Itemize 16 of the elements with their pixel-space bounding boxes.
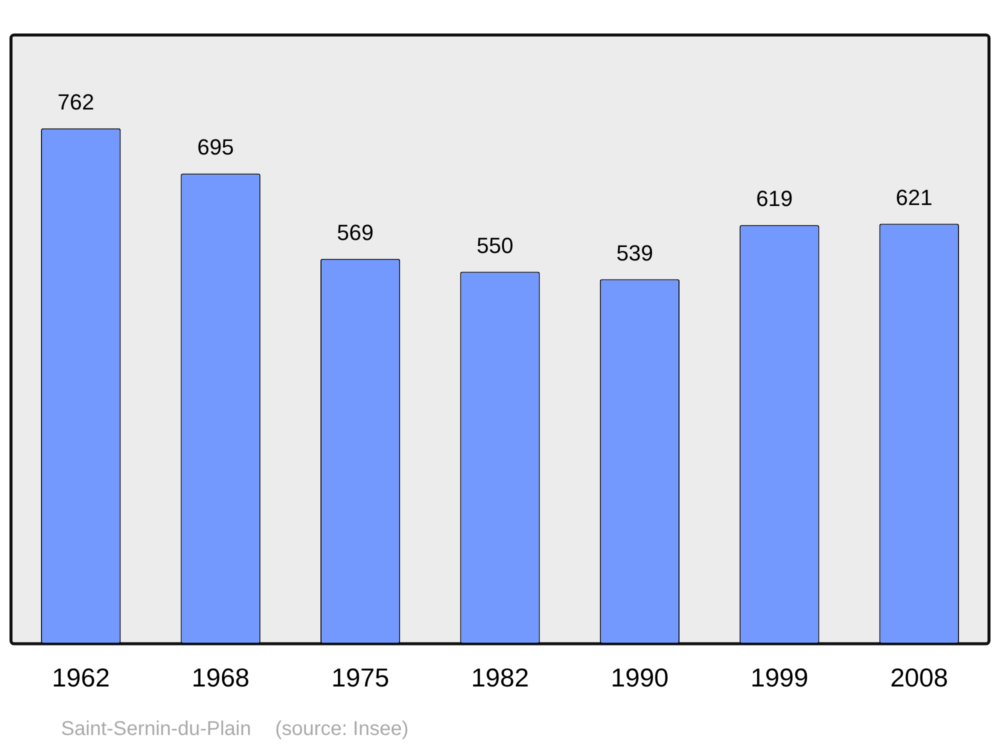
x-tick-label: 1962	[52, 662, 110, 693]
data-label: 569	[336, 220, 374, 245]
x-tick-label: 1975	[331, 662, 390, 693]
data-label: 762	[58, 89, 94, 114]
x-tick-label: 2008	[890, 662, 948, 693]
data-label: 621	[896, 184, 932, 210]
text: Saint-Sernin-du-Plain	[61, 718, 252, 740]
data-label: 695	[197, 134, 234, 160]
x-tick-label: 1982	[471, 662, 529, 693]
x-tick-label: 1968	[192, 662, 250, 693]
data-label: 619	[756, 186, 793, 212]
data-label: 539	[616, 240, 654, 266]
x-tick-label: 1990	[610, 662, 669, 693]
data-label: 550	[476, 232, 514, 258]
x-tick-label: 1999	[750, 662, 808, 693]
text: (source: Insee)	[275, 718, 408, 740]
